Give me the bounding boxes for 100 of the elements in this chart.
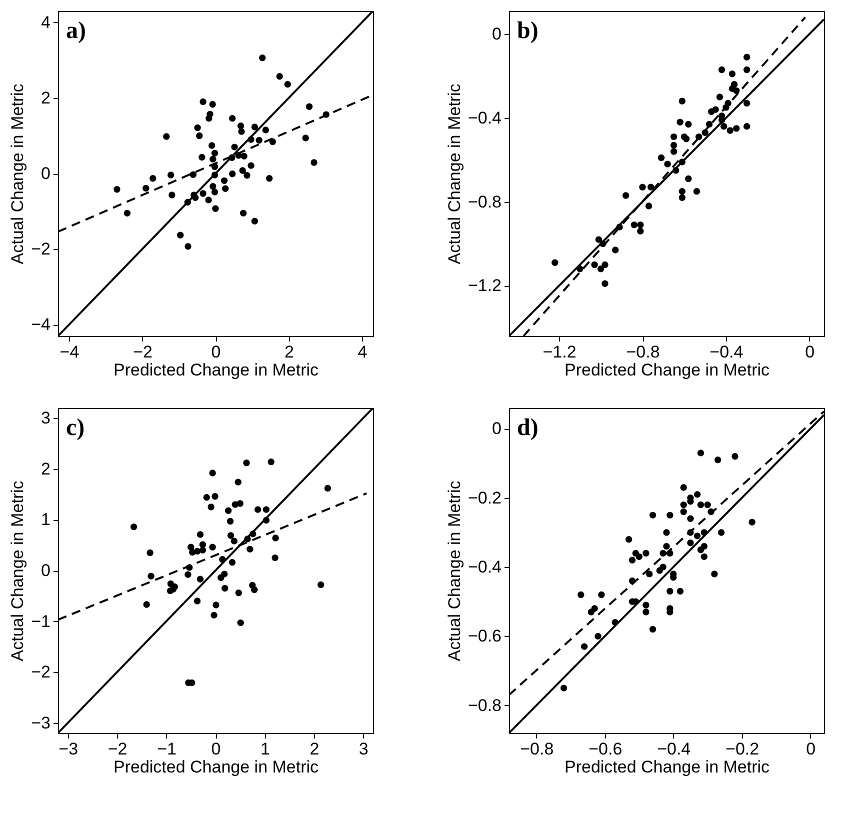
point bbox=[246, 546, 254, 553]
point bbox=[664, 160, 671, 168]
point bbox=[212, 602, 220, 608]
point bbox=[170, 586, 177, 593]
point bbox=[663, 542, 670, 550]
point bbox=[211, 150, 218, 156]
point bbox=[649, 626, 656, 633]
point bbox=[670, 133, 678, 140]
point bbox=[697, 546, 704, 554]
point bbox=[726, 127, 734, 134]
y-tick-label: −0.8 bbox=[468, 192, 502, 212]
point bbox=[167, 172, 174, 178]
point bbox=[196, 576, 204, 582]
point bbox=[148, 572, 154, 580]
point bbox=[578, 591, 584, 598]
point bbox=[642, 550, 650, 557]
x-tick-label: −1 bbox=[157, 740, 176, 758]
point bbox=[231, 144, 238, 150]
y-axis-title: Actual Change in Metric bbox=[444, 480, 464, 662]
point bbox=[687, 515, 694, 522]
x-tick-label: 0 bbox=[211, 342, 221, 362]
point bbox=[639, 184, 646, 190]
point bbox=[670, 142, 678, 149]
point bbox=[190, 171, 197, 178]
y-tick-label: 2 bbox=[41, 88, 50, 108]
point bbox=[680, 484, 687, 491]
point bbox=[210, 156, 216, 162]
annotation: a) bbox=[66, 18, 86, 44]
point bbox=[200, 98, 206, 106]
y-tick-label: −2 bbox=[31, 662, 50, 682]
point bbox=[184, 571, 192, 578]
point bbox=[733, 87, 740, 94]
y-tick-label: 0 bbox=[492, 24, 502, 44]
point bbox=[743, 66, 750, 74]
x-axis-title: Predicted Change in Metric bbox=[564, 360, 770, 380]
y-axis-title: Actual Change in Metric bbox=[8, 480, 28, 662]
point bbox=[150, 175, 156, 182]
point bbox=[205, 196, 212, 204]
point bbox=[228, 170, 236, 178]
y-tick-label: −0.4 bbox=[468, 558, 502, 577]
point bbox=[200, 190, 206, 197]
point bbox=[628, 556, 636, 564]
point bbox=[302, 134, 309, 142]
y-tick-label: −3 bbox=[31, 713, 50, 732]
point bbox=[625, 536, 632, 543]
point bbox=[716, 94, 724, 100]
point bbox=[114, 186, 120, 193]
point bbox=[595, 236, 602, 243]
point bbox=[700, 553, 708, 560]
point bbox=[612, 246, 619, 254]
x-tick-label: −0.8 bbox=[520, 740, 554, 758]
point bbox=[251, 586, 258, 594]
point bbox=[680, 501, 687, 508]
x-tick-label: −4 bbox=[60, 342, 80, 362]
point bbox=[243, 459, 250, 466]
point bbox=[697, 450, 704, 456]
point bbox=[251, 218, 258, 224]
point bbox=[648, 184, 654, 190]
y-tick-label: 3 bbox=[41, 408, 50, 428]
point bbox=[682, 136, 690, 142]
point bbox=[580, 643, 588, 650]
x-tick-label: −0.4 bbox=[710, 342, 744, 362]
point bbox=[240, 152, 248, 160]
point bbox=[597, 266, 604, 272]
point bbox=[199, 546, 206, 554]
x-tick-label: 2 bbox=[310, 740, 320, 758]
annotation: c) bbox=[66, 415, 85, 441]
point bbox=[733, 125, 740, 132]
point bbox=[262, 506, 270, 513]
point bbox=[194, 124, 201, 132]
y-axis-title: Actual Change in Metric bbox=[8, 83, 28, 264]
x-tick-label: −2 bbox=[133, 342, 152, 362]
y-tick-label: −0.8 bbox=[468, 696, 502, 715]
point bbox=[272, 554, 278, 562]
point bbox=[210, 183, 216, 190]
point bbox=[678, 188, 686, 195]
point bbox=[708, 108, 715, 115]
x-tick-label: 4 bbox=[358, 342, 368, 362]
point bbox=[658, 154, 665, 162]
y-tick-label: −1 bbox=[31, 612, 50, 631]
point bbox=[222, 584, 228, 592]
point bbox=[130, 523, 138, 530]
point bbox=[714, 456, 722, 464]
point bbox=[622, 192, 630, 199]
point bbox=[206, 114, 212, 122]
point bbox=[194, 598, 201, 604]
point bbox=[728, 70, 736, 78]
point bbox=[676, 588, 684, 595]
point bbox=[284, 80, 292, 88]
point bbox=[711, 570, 718, 578]
y-tick-label: −4 bbox=[31, 315, 50, 334]
point bbox=[224, 507, 232, 514]
point bbox=[212, 205, 219, 212]
point bbox=[235, 589, 242, 596]
point bbox=[687, 539, 694, 546]
point bbox=[666, 512, 674, 519]
point bbox=[168, 192, 176, 198]
x-tick-label: 0 bbox=[805, 342, 815, 362]
point bbox=[656, 567, 664, 574]
y-tick-label: −0.2 bbox=[468, 488, 502, 508]
